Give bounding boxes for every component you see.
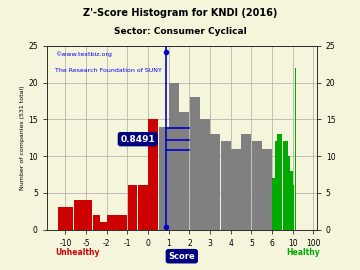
Text: Z'-Score Histogram for KNDI (2016): Z'-Score Histogram for KNDI (2016) [83, 8, 277, 18]
Bar [74, 200, 93, 230]
Bar [280, 134, 282, 230]
Text: ©www.textbiz.org: ©www.textbiz.org [55, 51, 112, 57]
Bar [169, 83, 179, 230]
Bar [210, 134, 220, 230]
Bar [190, 97, 199, 230]
Bar [221, 141, 230, 230]
Bar [290, 171, 293, 230]
Bar [138, 185, 148, 230]
Bar [285, 141, 288, 230]
Bar [200, 119, 210, 230]
Bar [179, 112, 189, 230]
Y-axis label: Number of companies (531 total): Number of companies (531 total) [21, 85, 25, 190]
Bar [159, 127, 168, 230]
Bar [58, 207, 73, 230]
Bar [283, 141, 285, 230]
Bar [262, 149, 272, 230]
Bar [231, 149, 241, 230]
X-axis label: Score: Score [168, 252, 195, 261]
Text: Unhealthy: Unhealthy [55, 248, 100, 257]
Bar [288, 156, 290, 230]
Bar [241, 134, 251, 230]
Bar [275, 141, 277, 230]
Text: Healthy: Healthy [286, 248, 320, 257]
Text: Sector: Consumer Cyclical: Sector: Consumer Cyclical [114, 27, 246, 36]
Bar [277, 134, 280, 230]
Bar [93, 215, 100, 230]
Bar [107, 215, 127, 230]
Text: 0.8491: 0.8491 [120, 135, 155, 144]
Bar [100, 222, 107, 230]
Text: The Research Foundation of SUNY: The Research Foundation of SUNY [55, 68, 162, 73]
Bar [128, 185, 138, 230]
Bar [148, 119, 158, 230]
Bar [272, 178, 275, 230]
Bar [252, 141, 261, 230]
